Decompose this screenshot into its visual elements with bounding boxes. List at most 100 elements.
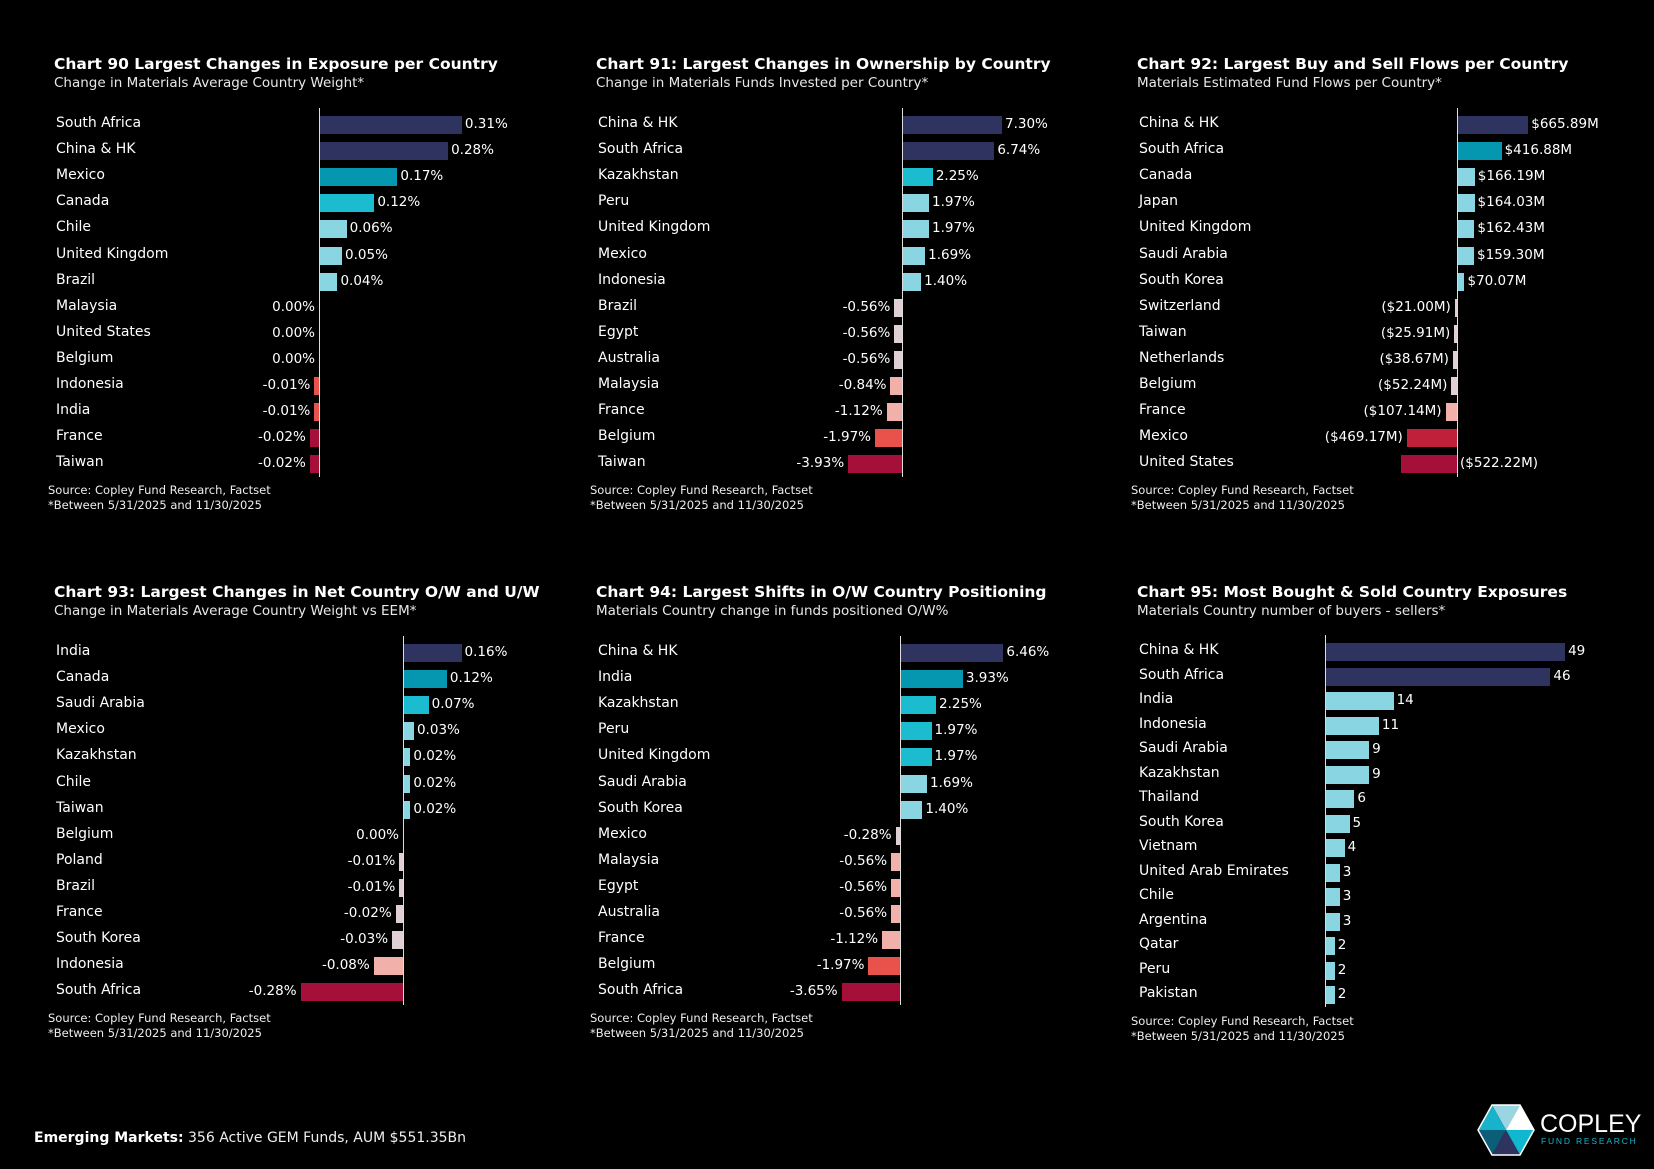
value-label: 0.02% (413, 774, 457, 791)
bar (314, 377, 319, 395)
bar (1457, 220, 1475, 239)
category-label: South Korea (598, 799, 683, 816)
category-label: South Africa (56, 115, 142, 131)
value-label: 1.40% (924, 272, 968, 289)
category-label: Peru (598, 721, 630, 738)
bar (902, 168, 933, 187)
chart-source: Source: Copley Fund Research, Factset *Be… (48, 1011, 271, 1041)
value-label: 0.06% (349, 220, 393, 237)
value-label: ($522.22M) (1460, 455, 1539, 472)
bar (882, 931, 900, 950)
bar (900, 748, 932, 767)
bar (895, 826, 900, 845)
value-label: $162.43M (1477, 220, 1545, 237)
value-label: 0.12% (377, 194, 421, 211)
value-label: 9 (1372, 765, 1381, 782)
bar (902, 246, 926, 265)
category-label: United States (1139, 454, 1234, 471)
category-label: United Kingdom (56, 245, 169, 262)
bar (309, 455, 319, 474)
category-label: Belgium (56, 825, 114, 842)
bar (403, 722, 414, 741)
value-label: 0.31% (464, 116, 508, 132)
bar (1325, 667, 1551, 686)
bar (848, 455, 902, 474)
category-label: Thailand (1139, 789, 1200, 805)
bar (841, 983, 900, 1002)
value-label: -3.93% (796, 455, 845, 472)
date-note: *Between 5/31/2025 and 11/30/2025 (48, 1026, 262, 1041)
category-label: China & HK (56, 141, 136, 158)
category-label: Saudi Arabia (56, 695, 145, 712)
bar (395, 905, 403, 923)
value-label: 0.03% (416, 722, 460, 739)
chart-subtitle: Change in Materials Average Country Weig… (54, 75, 365, 91)
zero-axis (1457, 108, 1458, 478)
category-label: Kazakhstan (598, 695, 679, 712)
category-label: France (56, 428, 103, 445)
chart-title: Chart 94: Largest Shifts in O/W Country … (596, 583, 1047, 601)
category-label: Saudi Arabia (1139, 245, 1228, 262)
chart-source: Source: Copley Fund Research, Factset *Be… (590, 483, 813, 513)
value-label: 0.02% (413, 800, 457, 817)
chart-panel-93: Chart 93: Largest Changes in Net Country… (48, 583, 554, 1053)
category-label: Mexico (56, 167, 105, 184)
date-note: *Between 5/31/2025 and 11/30/2025 (590, 498, 804, 513)
chart-title: Chart 92: Largest Buy and Sell Flows per… (1137, 55, 1569, 73)
value-label: 0.00% (356, 826, 399, 843)
category-label: Vietnam (1139, 838, 1198, 854)
chart-subtitle: Change in Materials Average Country Weig… (54, 603, 417, 619)
category-label: France (598, 402, 645, 419)
bar (403, 774, 411, 793)
zero-axis (403, 636, 404, 1006)
category-label: Taiwan (56, 799, 104, 816)
bar (314, 403, 319, 422)
value-label: 0.00% (272, 298, 315, 315)
value-label: 1.97% (934, 748, 978, 765)
category-label: Argentina (1139, 911, 1208, 928)
bar (1325, 839, 1345, 857)
bar (403, 800, 411, 819)
bar (1454, 298, 1457, 317)
value-label: $70.07M (1467, 272, 1527, 289)
value-label: 1.97% (931, 220, 975, 237)
zero-axis (1325, 635, 1326, 1007)
bar (1325, 863, 1340, 882)
copley-logo: COPLEY FUND RESEARCH (1476, 1100, 1646, 1164)
value-label: 5 (1352, 814, 1362, 831)
value-label: 2.25% (939, 696, 982, 713)
chart-subtitle: Materials Country change in funds positi… (596, 603, 949, 619)
category-label: Indonesia (56, 956, 124, 973)
bar (1325, 888, 1340, 906)
value-label: -0.01% (262, 403, 311, 420)
category-label: United Kingdom (598, 219, 711, 236)
category-label: Chile (56, 773, 92, 790)
zero-axis (319, 108, 320, 478)
zero-axis (900, 636, 901, 1006)
category-label: Canada (56, 669, 110, 686)
category-label: United Kingdom (598, 747, 711, 764)
source-text: Source: Copley Fund Research, Factset (48, 1011, 271, 1026)
category-label: Mexico (1139, 428, 1188, 445)
bar (894, 298, 902, 317)
value-label: -0.02% (258, 429, 306, 446)
bar (300, 983, 403, 1002)
bar (319, 168, 398, 187)
svg-text:COPLEY: COPLEY (1540, 1110, 1642, 1138)
value-label: 1.97% (934, 722, 978, 739)
value-label: -0.56% (839, 878, 888, 895)
zero-axis (902, 108, 903, 478)
value-label: 1.69% (928, 246, 972, 263)
bar (900, 774, 928, 793)
value-label: 2 (1337, 961, 1347, 978)
value-label: 0.07% (431, 696, 475, 713)
category-label: Mexico (598, 825, 647, 842)
chart-title: Chart 93: Largest Changes in Net Country… (54, 583, 540, 601)
svg-text:FUND RESEARCH: FUND RESEARCH (1541, 1136, 1638, 1146)
value-label: 2 (1337, 986, 1347, 1002)
value-label: ($38.67M) (1379, 350, 1449, 367)
value-label: 6.74% (997, 142, 1041, 159)
category-label: Canada (56, 193, 110, 210)
value-label: -3.65% (789, 983, 838, 1000)
value-label: 4 (1347, 839, 1357, 855)
